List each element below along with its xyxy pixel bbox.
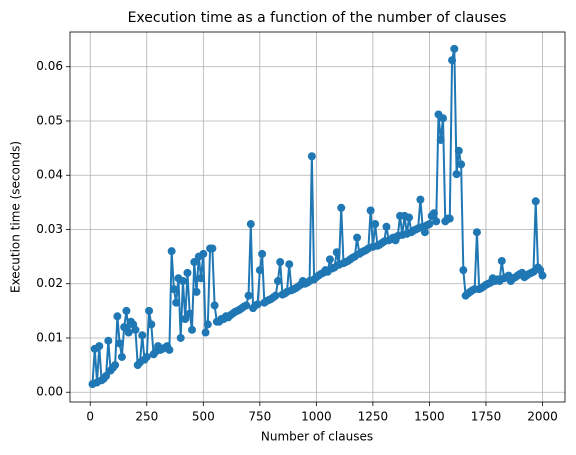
marker (258, 249, 267, 258)
marker (176, 333, 185, 342)
chart-title: Execution time as a function of the numb… (128, 10, 507, 26)
marker (165, 345, 174, 354)
marker (420, 228, 429, 237)
marker (201, 328, 210, 337)
marker (138, 331, 147, 340)
marker (432, 217, 441, 226)
marker (197, 274, 206, 283)
marker (452, 170, 461, 179)
marker (185, 309, 194, 318)
x-tick-label: 1250 (358, 410, 389, 424)
x-tick-label: 1000 (301, 410, 332, 424)
marker (172, 298, 181, 307)
marker (120, 323, 129, 332)
y-tick-label: 0.04 (36, 168, 63, 182)
marker (183, 268, 192, 277)
marker (253, 300, 262, 309)
y-tick-label: 0.03 (36, 222, 63, 236)
marker (203, 320, 212, 329)
marker (307, 152, 316, 161)
x-tick-label: 0 (86, 410, 94, 424)
y-tick-label: 0.02 (36, 276, 63, 290)
marker (131, 325, 140, 334)
marker (425, 220, 434, 229)
marker (147, 320, 156, 329)
marker (122, 306, 131, 315)
marker (187, 325, 196, 334)
marker (111, 361, 120, 370)
marker (353, 233, 362, 242)
marker (192, 287, 201, 296)
marker (371, 220, 380, 229)
marker (102, 371, 111, 380)
marker (366, 206, 375, 215)
marker (429, 209, 438, 218)
marker (117, 352, 126, 361)
plot-frame (69, 31, 566, 403)
line (91, 48, 544, 385)
y-tick-label: 0.00 (36, 385, 63, 399)
marker (244, 291, 253, 300)
marker (167, 247, 176, 256)
x-tick-label: 1500 (414, 410, 445, 424)
y-tick-label: 0.01 (36, 330, 63, 344)
marker (115, 339, 124, 348)
marker (332, 248, 341, 257)
marker (181, 314, 190, 323)
marker (271, 291, 280, 300)
marker (113, 312, 122, 321)
marker (276, 258, 285, 267)
marker (246, 220, 255, 229)
y-axis-label: Execution time (seconds) (9, 141, 23, 293)
marker (285, 260, 294, 269)
marker (459, 266, 468, 275)
y-tick-label: 0.06 (36, 59, 63, 73)
marker (436, 135, 445, 144)
marker (95, 342, 104, 351)
marker (169, 285, 178, 294)
marker (190, 258, 199, 267)
x-tick-label: 500 (192, 410, 215, 424)
marker (145, 306, 154, 315)
marker (178, 277, 187, 286)
marker (242, 301, 251, 310)
marker (382, 222, 391, 231)
marker (405, 213, 414, 222)
marker (199, 249, 208, 258)
marker (497, 256, 506, 265)
marker (337, 203, 346, 212)
marker (450, 44, 459, 53)
marker (325, 255, 334, 264)
marker (445, 214, 454, 223)
x-axis-label: Number of clauses (261, 430, 373, 444)
marker (104, 336, 113, 345)
x-tick-label: 250 (135, 410, 158, 424)
x-tick-label: 2000 (527, 410, 558, 424)
marker (439, 114, 448, 123)
x-tick-label: 1750 (471, 410, 502, 424)
marker (416, 195, 425, 204)
marker (142, 352, 151, 361)
marker (255, 266, 264, 275)
marker (210, 301, 219, 310)
x-tick-label: 750 (248, 410, 271, 424)
marker (531, 197, 540, 206)
marker (124, 328, 133, 337)
marker (448, 56, 457, 65)
marker (538, 271, 547, 280)
marker (472, 228, 481, 237)
marker (457, 160, 466, 169)
marker (273, 277, 282, 286)
marker (208, 244, 217, 253)
y-tick-label: 0.05 (36, 113, 63, 127)
marker (454, 146, 463, 155)
